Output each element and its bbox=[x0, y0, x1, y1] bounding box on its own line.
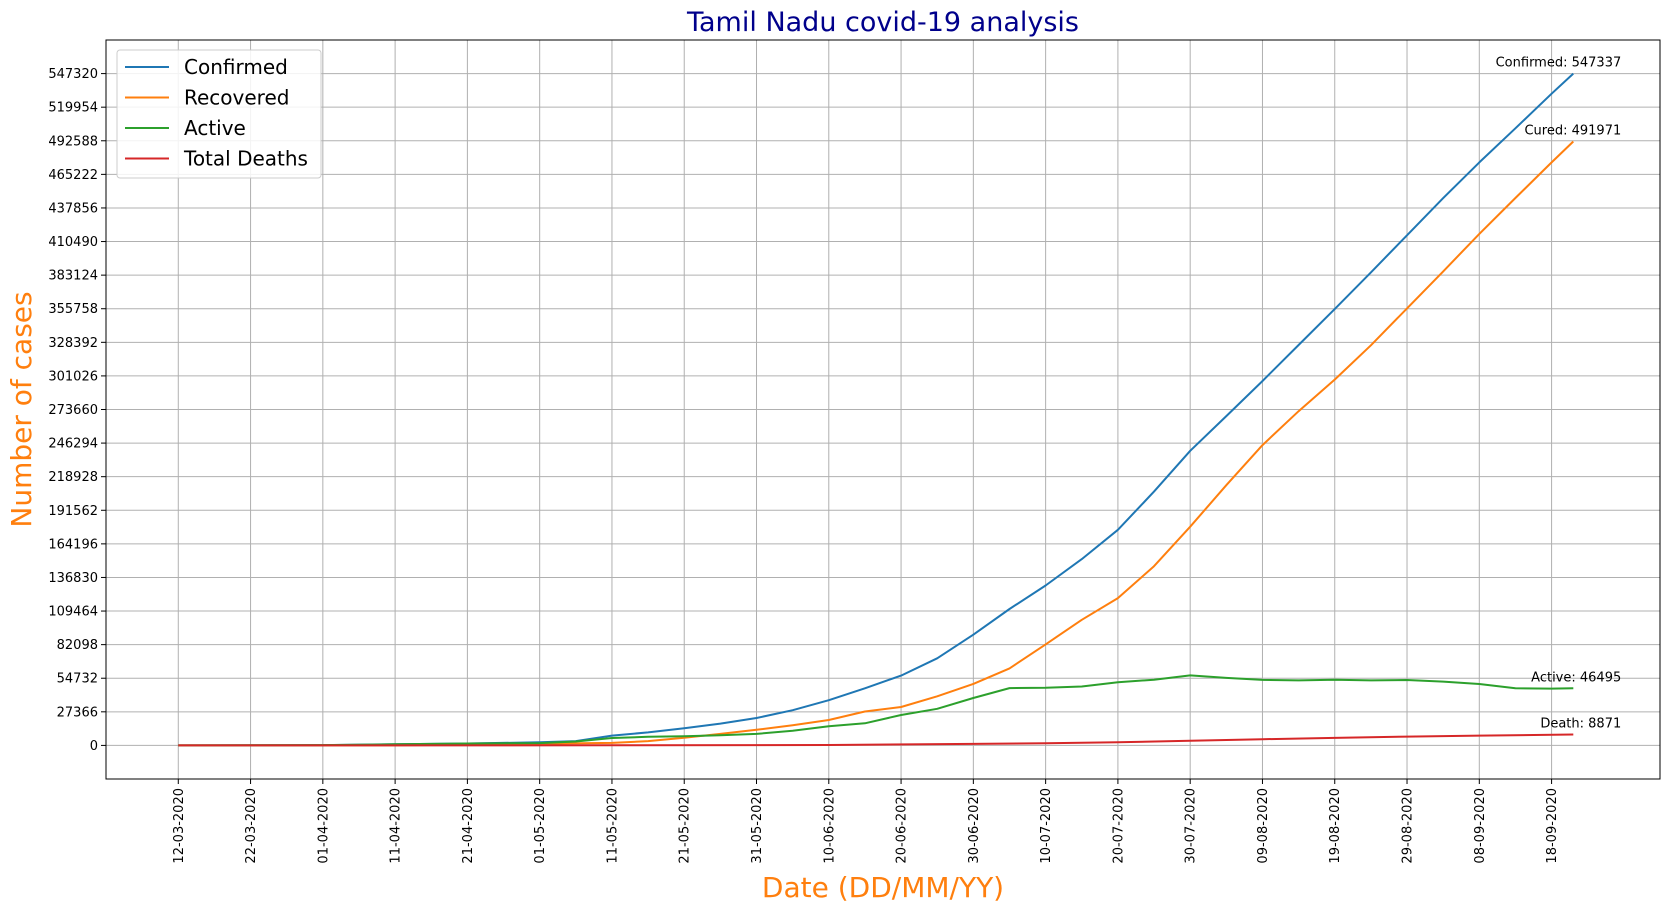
x-tick-label: 11-05-2020 bbox=[605, 788, 620, 864]
legend-box bbox=[116, 49, 322, 179]
y-tick-label: 301026 bbox=[48, 369, 98, 384]
annotation-label: Active: 46495 bbox=[1531, 670, 1621, 685]
series-line-total-deaths bbox=[178, 733, 1574, 747]
x-tick-label: 12-03-2020 bbox=[172, 788, 187, 864]
y-tick-label: 136830 bbox=[48, 571, 98, 586]
legend: Confirmed Recovered Active Total Deaths bbox=[116, 49, 322, 179]
legend-label: Total Deaths bbox=[183, 147, 308, 171]
series-line-confirmed bbox=[178, 72, 1574, 747]
y-tick-label: 191562 bbox=[48, 504, 98, 519]
x-tick-label: 09-08-2020 bbox=[1256, 788, 1271, 864]
x-tick-label: 20-07-2020 bbox=[1111, 788, 1126, 864]
x-tick-label: 21-04-2020 bbox=[461, 788, 476, 864]
x-tick-label: 30-07-2020 bbox=[1184, 788, 1199, 864]
series-line-recovered bbox=[178, 140, 1574, 747]
y-tick-label: 54732 bbox=[57, 672, 98, 687]
x-tick-label: 11-04-2020 bbox=[389, 788, 404, 864]
annotation-label: Confirmed: 547337 bbox=[1496, 56, 1622, 71]
annotations: Confirmed: 547337 Cured: 491971 Active: 46… bbox=[1496, 56, 1622, 732]
legend-label: Recovered bbox=[184, 86, 289, 110]
y-tick-label: 273660 bbox=[48, 403, 98, 418]
grid bbox=[106, 40, 1660, 779]
plot-frame bbox=[105, 39, 1661, 780]
y-tick-label: 218928 bbox=[48, 470, 98, 485]
y-tick-label: 355758 bbox=[48, 302, 98, 317]
x-tick-label: 01-05-2020 bbox=[533, 788, 548, 864]
annotation-label: Death: 8871 bbox=[1540, 717, 1621, 732]
plot-lines bbox=[178, 72, 1574, 747]
y-axis-label: Number of cases bbox=[5, 291, 38, 527]
x-tick-label: 19-08-2020 bbox=[1328, 788, 1343, 864]
x-tick-label: 21-05-2020 bbox=[678, 788, 693, 864]
y-tick-label: 0 bbox=[90, 739, 98, 754]
y-tick-label: 465222 bbox=[48, 168, 98, 183]
y-tick-label: 492588 bbox=[48, 134, 98, 149]
x-axis-label: Date (DD/MM/YY) bbox=[762, 871, 1004, 904]
y-tick-label: 328392 bbox=[48, 336, 98, 351]
y-tick-label: 410490 bbox=[48, 235, 98, 250]
x-tick-label: 10-06-2020 bbox=[822, 788, 837, 864]
y-tick-label: 437856 bbox=[48, 201, 98, 216]
x-tick-label: 31-05-2020 bbox=[750, 788, 765, 864]
x-tick-label: 22-03-2020 bbox=[244, 788, 259, 864]
x-tick-label: 08-09-2020 bbox=[1473, 788, 1488, 864]
y-tick-label: 109464 bbox=[48, 605, 98, 620]
x-tick-label: 01-04-2020 bbox=[316, 788, 331, 864]
annotation-label: Cured: 491971 bbox=[1524, 124, 1621, 139]
x-tick-label: 10-07-2020 bbox=[1039, 788, 1054, 864]
y-tick-label: 164196 bbox=[48, 537, 98, 552]
x-tick-label: 20-06-2020 bbox=[895, 788, 910, 864]
legend-label: Confirmed bbox=[184, 55, 288, 79]
x-tick-label: 30-06-2020 bbox=[967, 788, 982, 864]
x-tick-label: 29-08-2020 bbox=[1401, 788, 1416, 864]
y-tick-label: 519954 bbox=[48, 101, 98, 116]
legend-label: Active bbox=[184, 116, 246, 140]
y-tick-label: 383124 bbox=[48, 269, 98, 284]
y-tick-label: 82098 bbox=[57, 638, 98, 653]
chart-title: Tamil Nadu covid-19 analysis bbox=[686, 7, 1079, 38]
axis-ticks: 0 27366 54732 82098 109464 136830 164196 191562… bbox=[48, 67, 1560, 863]
x-tick-label: 18-09-2020 bbox=[1545, 788, 1560, 864]
y-tick-label: 246294 bbox=[48, 437, 98, 452]
y-tick-label: 27366 bbox=[57, 705, 98, 720]
series-line-active bbox=[178, 674, 1574, 747]
y-tick-label: 547320 bbox=[48, 67, 98, 82]
